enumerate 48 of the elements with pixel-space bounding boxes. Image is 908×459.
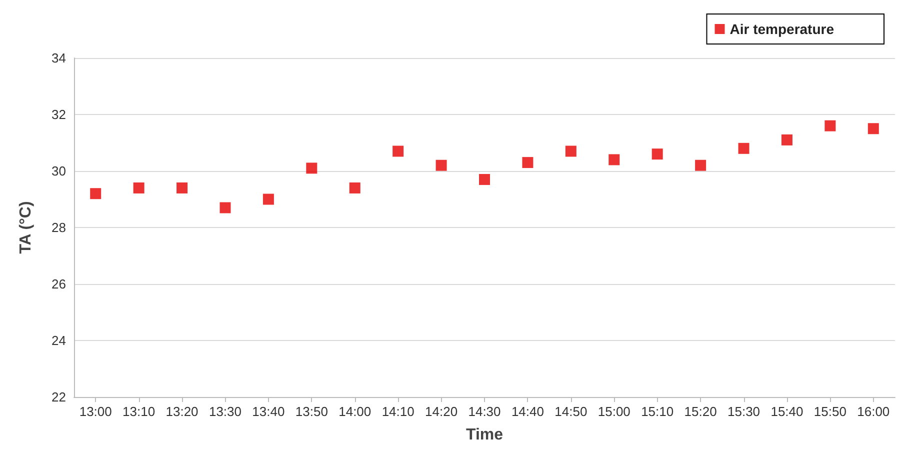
x-tick-label: 15:10: [641, 404, 674, 419]
y-tick-label: 32: [52, 107, 66, 122]
x-tick-label: 13:10: [122, 404, 156, 419]
point: [306, 162, 318, 174]
point: [90, 188, 102, 200]
x-tick-label: 15:30: [727, 404, 760, 419]
legend-label: Air temperature: [730, 21, 834, 37]
x-tick-label: 13:00: [79, 404, 112, 419]
y-tick-label: 34: [52, 50, 66, 66]
point: [868, 123, 879, 134]
x-tick-label: 14:10: [382, 404, 414, 419]
point: [133, 182, 144, 194]
point: [436, 160, 447, 171]
x-tick-label: 13:30: [208, 404, 242, 419]
point: [349, 182, 360, 194]
point: [781, 134, 792, 146]
point: [738, 142, 750, 154]
point: [392, 146, 404, 157]
y-tick-label: 24: [52, 333, 66, 348]
point: [565, 146, 576, 157]
y-axis-title: TA (°C): [18, 201, 34, 254]
x-tick-label: 13:40: [252, 404, 285, 419]
x-tick-label: 13:50: [295, 404, 328, 419]
x-tick-label: 15:00: [598, 404, 630, 419]
x-tick-label: 14:20: [425, 404, 458, 419]
x-tick-label: 14:00: [338, 404, 372, 419]
point: [695, 160, 706, 171]
point: [652, 148, 663, 160]
y-tick-label: 30: [52, 164, 66, 178]
y-tick-label: 22: [52, 390, 66, 404]
x-tick-label: 13:20: [166, 404, 198, 419]
x-tick-label: 14:40: [511, 404, 544, 419]
point: [176, 182, 188, 194]
point: [220, 202, 231, 214]
point: [479, 174, 490, 185]
point: [824, 120, 836, 132]
point: [608, 154, 620, 166]
y-tick-label: 26: [52, 276, 66, 292]
x-axis-title: Time: [466, 426, 504, 444]
x-tick-label: 15:50: [814, 404, 846, 419]
point: [262, 194, 274, 205]
x-tick-label: 14:30: [468, 404, 501, 419]
x-tick-label: 14:50: [554, 404, 588, 419]
point: [522, 157, 534, 168]
x-tick-label: 16:00: [857, 404, 890, 419]
y-tick-label: 28: [52, 220, 66, 235]
x-tick-label: 15:40: [770, 404, 804, 419]
x-tick-label: 15:20: [684, 404, 717, 419]
